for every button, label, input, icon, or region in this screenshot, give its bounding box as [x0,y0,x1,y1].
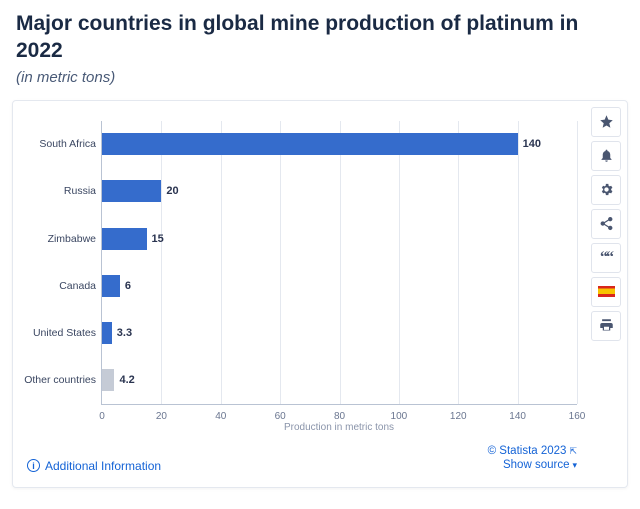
gridline [161,121,162,404]
bar: 15 [102,228,147,250]
x-tick: 40 [215,411,226,422]
gridline [577,121,578,404]
bar-value-label: 15 [152,233,164,245]
bar: 3.3 [102,322,112,344]
y-category-label: Canada [16,280,96,292]
x-tick: 0 [99,411,105,422]
bar: 4.2 [102,369,114,391]
bar: 20 [102,180,161,202]
x-axis-label: Production in metric tons [101,422,577,433]
bar: 6 [102,275,120,297]
x-tick: 60 [275,411,286,422]
share-icon [599,216,614,231]
y-category-label: United States [16,327,96,339]
chart-area: 020406080100120140160South Africa140Russ… [101,121,577,431]
gridline [399,121,400,404]
chart-title: Major countries in global mine productio… [16,10,624,65]
language-button[interactable] [591,277,621,307]
gridline [518,121,519,404]
print-icon [599,318,614,333]
flag-spain-icon [598,286,615,297]
bar-value-label: 140 [523,138,541,150]
bar-value-label: 3.3 [117,327,132,339]
favorite-button[interactable] [591,107,621,137]
x-tick: 140 [509,411,526,422]
bar-value-label: 4.2 [119,374,134,386]
y-category-label: South Africa [16,138,96,150]
x-tick: 120 [450,411,467,422]
additional-info-link[interactable]: i Additional Information [27,459,161,473]
bar-value-label: 20 [166,185,178,197]
settings-button[interactable] [591,175,621,205]
star-icon [599,114,614,129]
bell-icon [599,148,614,163]
plot-region: 020406080100120140160South Africa140Russ… [101,121,577,405]
gridline [280,121,281,404]
x-tick: 160 [569,411,586,422]
additional-info-label: Additional Information [45,459,161,473]
print-button[interactable] [591,311,621,341]
gridline [221,121,222,404]
show-source-link[interactable]: Show source▾ [488,459,577,471]
gear-icon [599,182,614,197]
chart-card: 0 20 40 60 80 100 120 140 160 South Africa 140 Russ… [12,100,628,488]
x-tick: 80 [334,411,345,422]
copyright-link[interactable]: © Statista 2023⇱ [488,445,577,457]
chevron-down-icon: ▾ [572,460,577,470]
x-tick: 20 [156,411,167,422]
notify-button[interactable] [591,141,621,171]
info-icon: i [27,459,40,472]
gridline [340,121,341,404]
share-button[interactable] [591,209,621,239]
bar: 140 [102,133,518,155]
x-tick: 100 [391,411,408,422]
y-category-label: Other countries [16,374,96,386]
gridline [458,121,459,404]
toolbar: ““ [591,107,621,341]
y-category-label: Zimbabwe [16,233,96,245]
bar-value-label: 6 [125,280,131,292]
chart-subtitle: (in metric tons) [16,69,624,86]
external-link-icon: ⇱ [569,446,577,456]
quote-icon: ““ [600,249,612,267]
cite-button[interactable]: ““ [591,243,621,273]
credits: © Statista 2023⇱ Show source▾ [488,445,577,473]
y-category-label: Russia [16,185,96,197]
